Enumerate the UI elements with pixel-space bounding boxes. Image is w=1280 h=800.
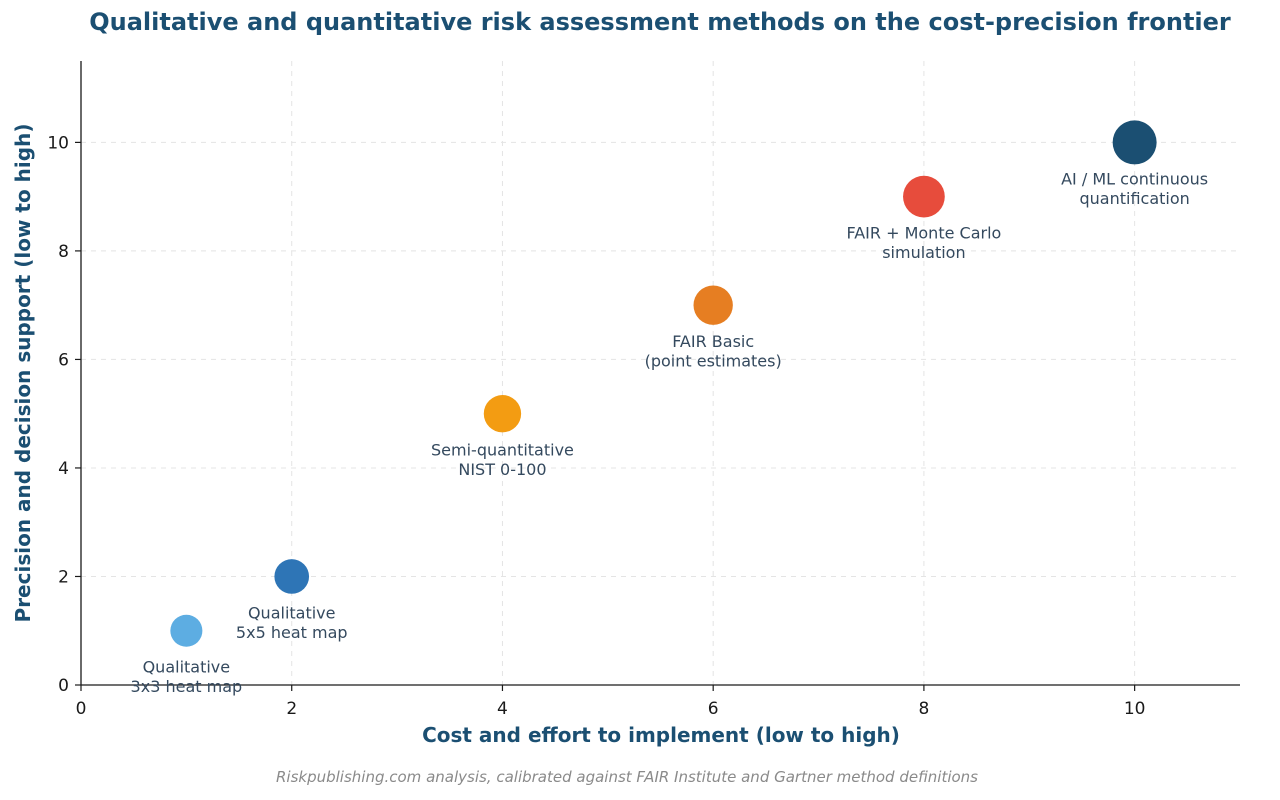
points-layer [170,120,1157,647]
y-tick-label: 0 [58,676,69,696]
x-tick-label: 4 [497,699,508,719]
data-point-5 [903,175,945,218]
y-tick-label: 6 [58,350,69,370]
x-tick-label: 6 [708,699,719,719]
y-tick-label: 4 [58,459,69,479]
point-label-6: AI / ML continuous quantification [1061,169,1208,208]
data-point-4 [693,285,733,325]
x-axis-title: Cost and effort to implement (low to hig… [422,723,900,747]
source-note: Riskpublishing.com analysis, calibrated … [276,768,978,786]
x-tick-label: 8 [918,699,929,719]
point-label-5: FAIR + Monte Carlo simulation [846,224,1001,262]
y-tick-label: 10 [47,133,69,153]
y-tick-label: 8 [58,242,69,262]
y-tick-label: 2 [58,567,69,587]
y-axis-title: Precision and decision support (low to h… [11,124,35,623]
point-label-4: FAIR Basic (point estimates) [645,332,782,371]
x-tick-label: 2 [286,699,297,719]
chart-title: Qualitative and quantitative risk assess… [89,8,1231,36]
data-point-1 [170,614,203,647]
x-tick-label: 0 [76,699,87,719]
point-label-1: Qualitative 3x3 heat map [131,658,243,697]
point-label-2: Qualitative 5x5 heat map [236,603,348,642]
data-point-6 [1112,120,1157,165]
data-point-3 [483,395,522,433]
point-label-3: Semi-quantitative NIST 0-100 [431,441,574,480]
x-tick-label: 10 [1124,699,1146,719]
grid-layer [80,61,1240,686]
data-point-2 [274,559,310,594]
axes-layer: 0 2 4 6 8 10 0 2 4 6 8 10 [47,61,1240,719]
labels-layer: Qualitative 3x3 heat map Qualitative 5x5 he… [131,169,1209,696]
